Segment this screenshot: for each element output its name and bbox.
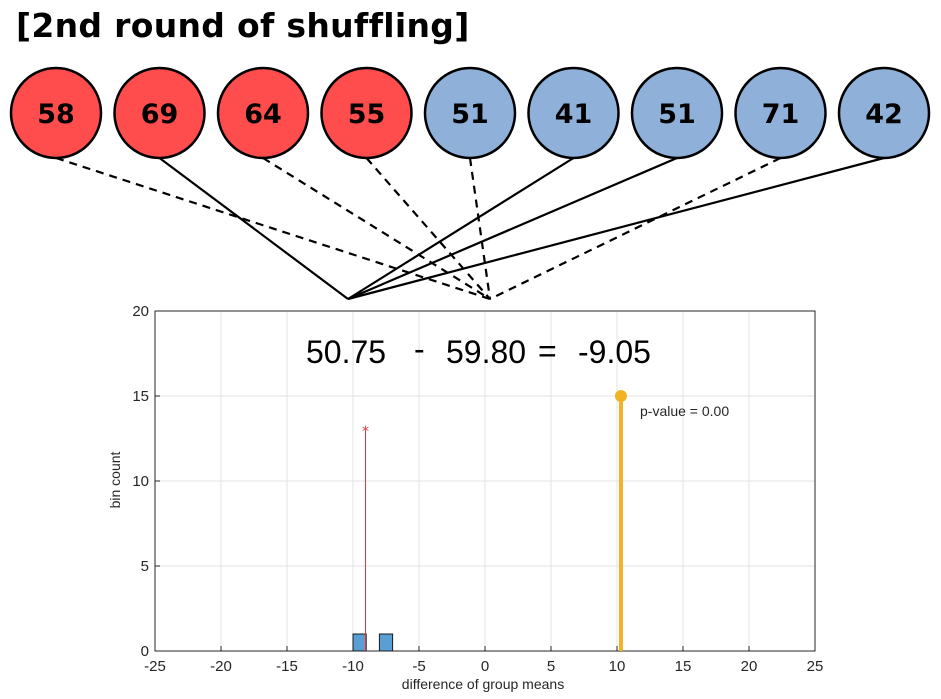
histogram-bar-2 [378, 633, 394, 652]
ball-label-1: 58 [37, 99, 75, 130]
x-axis-label: difference of group means [402, 676, 564, 692]
ball-3 [216, 66, 310, 160]
connector-line-3 [262, 157, 491, 300]
ball-2 [113, 66, 206, 160]
x-tick-label-1: -20 [210, 658, 232, 675]
equation-result: -9.05 [578, 334, 651, 370]
p-value-annotation: p-value = 0.00 [640, 403, 729, 419]
ball-9 [837, 66, 931, 160]
y-axis-label: bin count [107, 451, 123, 508]
ball-4 [320, 66, 413, 160]
observed-marker [614, 390, 627, 402]
ball-label-5: 51 [451, 99, 489, 130]
x-tick-label-2: -15 [276, 658, 298, 675]
equation-minus: - [414, 331, 425, 367]
equation-equals: = [538, 333, 557, 369]
connector-line-6 [347, 157, 575, 300]
plot-area-frame [154, 310, 816, 652]
x-tick-label-9: 20 [741, 658, 758, 675]
stem-marks: * [362, 390, 627, 651]
page-title: [2nd round of shuffling] [16, 6, 470, 45]
histogram-bars [352, 633, 394, 652]
ball-5 [423, 66, 517, 160]
connector-line-2 [158, 157, 349, 300]
y-tick-label-2: 10 [132, 473, 149, 490]
ball-label-3: 64 [244, 99, 282, 130]
y-tick-labels: 0 5 10 15 20 [132, 303, 149, 660]
ball-label-9: 42 [865, 99, 903, 130]
connector-line-5 [468, 157, 492, 300]
connector-line-1 [55, 156, 491, 301]
x-tick-label-4: -5 [412, 658, 425, 675]
ball-7 [630, 66, 724, 160]
y-tick-label-4: 20 [132, 303, 149, 320]
x-tick-label-7: 10 [609, 658, 626, 675]
x-tick-label-5: 0 [481, 658, 489, 675]
connector-line-7 [347, 156, 678, 301]
connector-line-4 [365, 157, 491, 300]
y-tick-label-3: 15 [132, 388, 149, 405]
ball-label-8: 71 [762, 99, 800, 130]
y-tick-label-1: 5 [141, 558, 149, 575]
ball-label-4: 55 [348, 99, 386, 130]
x-tick-label-3: -10 [342, 658, 364, 675]
current-shuffle-marker: * [362, 424, 369, 440]
ball-8 [734, 66, 827, 160]
x-tick-labels: -25 -20 -15 -10 -5 0 5 10 15 20 25 [144, 658, 823, 675]
x-tick-label-8: 15 [675, 658, 692, 675]
histogram-chart: -25 -20 -15 -10 -5 0 5 10 15 20 25 0 5 10 15 20 * diff… [107, 303, 823, 692]
histogram-bar-1 [352, 633, 367, 652]
ball-1 [9, 66, 103, 160]
ball-label-2: 69 [141, 99, 179, 130]
x-tick-label-6: 5 [547, 658, 555, 675]
equation-mean-b: 59.80 [446, 334, 526, 370]
number-balls: 58 69 64 55 51 41 51 71 42 [9, 66, 931, 160]
connector-line-9 [347, 156, 885, 301]
y-tick-label-0: 0 [141, 643, 149, 660]
x-tick-label-10: 25 [807, 658, 824, 675]
equation-mean-a: 50.75 [306, 334, 386, 370]
ball-label-7: 51 [658, 99, 696, 130]
connector-lines [55, 156, 885, 301]
connector-line-8 [489, 157, 781, 300]
ball-6 [527, 66, 620, 160]
x-tick-label-0: -25 [144, 658, 166, 675]
ball-label-6: 41 [555, 99, 593, 130]
